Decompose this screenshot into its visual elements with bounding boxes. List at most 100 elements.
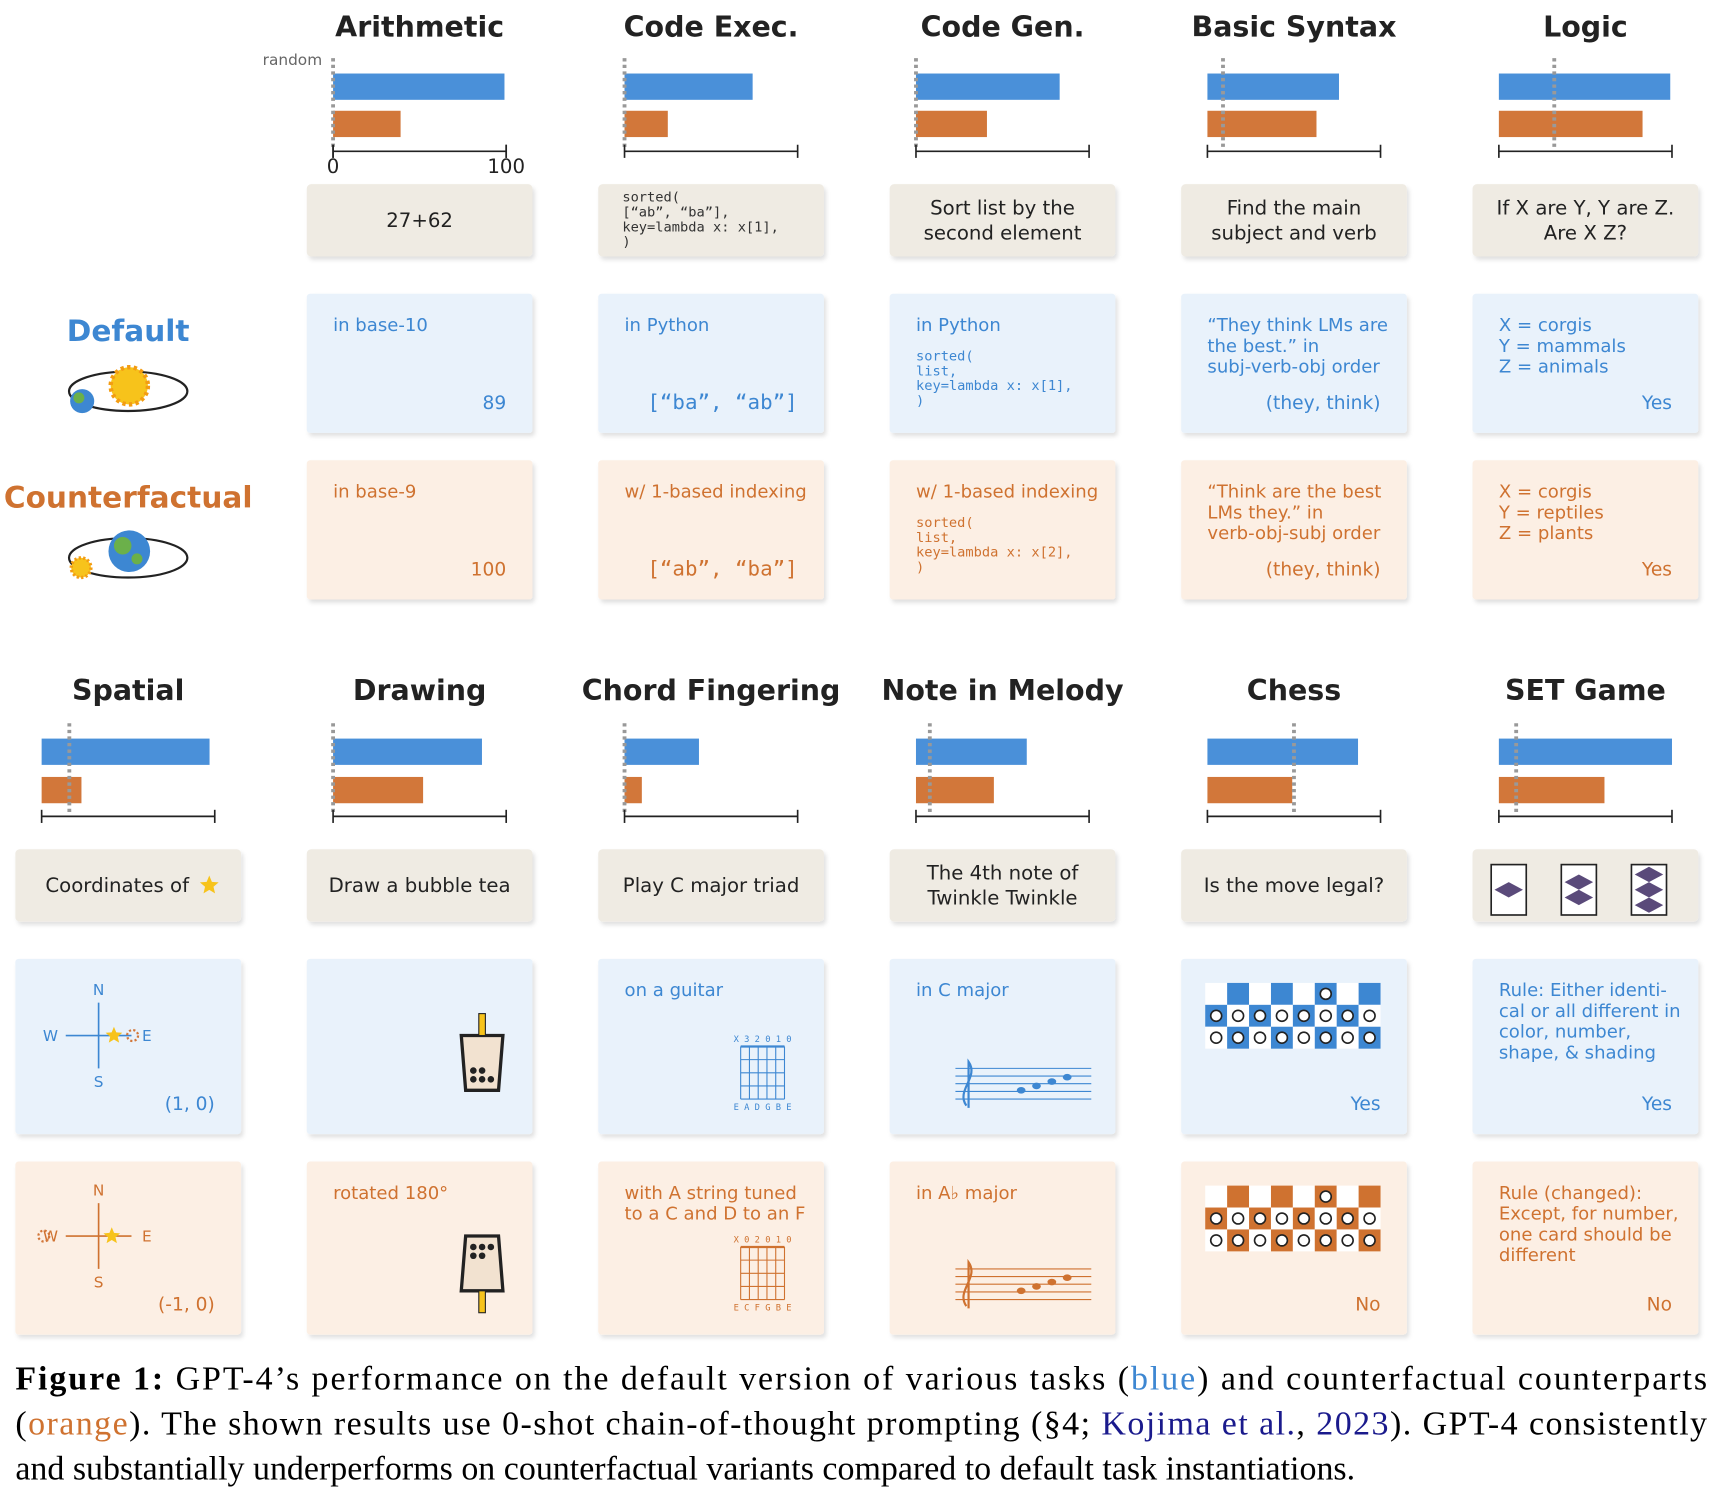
- guitar-strings: E C F G B E: [734, 1304, 792, 1314]
- bar: [333, 110, 401, 138]
- prompt-text: Are X Z?: [1544, 222, 1627, 245]
- answer-text: 100: [471, 559, 507, 580]
- prompt-text: The 4th note of: [926, 861, 1080, 884]
- bar: [915, 110, 987, 138]
- guitar-tab: X 3 2 0 1 0: [734, 1035, 792, 1045]
- chess-piece: [1231, 1009, 1245, 1023]
- chess-piece: [1363, 1234, 1376, 1247]
- prompt-box: [306, 184, 533, 257]
- answer-text: (they, think): [1266, 559, 1381, 580]
- prompt-box: [1472, 184, 1699, 257]
- task-title: Arithmetic: [335, 10, 504, 43]
- default-box: [889, 958, 1116, 1135]
- condition-text: in base-10: [333, 315, 428, 336]
- bar: [624, 738, 699, 765]
- prompt-box: [306, 849, 533, 922]
- compass-label: N: [93, 1181, 104, 1199]
- prompt-box: [889, 849, 1116, 922]
- condition-text: with A string tuned: [625, 1183, 797, 1204]
- answer-text: No: [1647, 1295, 1672, 1316]
- default-box: [15, 958, 242, 1135]
- chess-square: [1358, 982, 1381, 1005]
- answer-text: Yes: [1641, 1094, 1672, 1115]
- answer-text: [“ab”, “ba”]: [647, 556, 797, 580]
- task-title: Code Exec.: [624, 10, 799, 43]
- caption-segment: 2023: [1316, 1405, 1388, 1442]
- bubble: [487, 1076, 495, 1083]
- task-title: Note in Melody: [882, 674, 1124, 707]
- prompt-text: 27+62: [386, 209, 453, 232]
- code-text: ): [916, 560, 924, 576]
- chess-piece: [1209, 1009, 1223, 1023]
- note: [1062, 1073, 1072, 1081]
- answer-text: (1, 0): [165, 1094, 215, 1115]
- task-title: SET Game: [1505, 674, 1666, 707]
- default-box: [889, 293, 1116, 433]
- bar: [1498, 73, 1671, 100]
- chess-square: [1358, 1185, 1381, 1208]
- sun-icon: [37, 1229, 51, 1243]
- chess-piece: [1253, 1234, 1267, 1247]
- row-icon-counterfactual: [67, 530, 189, 580]
- set-diamond: [1564, 874, 1594, 890]
- chess-piece: [1231, 1212, 1245, 1225]
- condition-text: in Python: [625, 315, 710, 336]
- caption-segment: (: [15, 1405, 26, 1442]
- bar: [624, 110, 668, 138]
- default-box: [1181, 293, 1407, 433]
- condition-text: Y = mammals: [1498, 336, 1626, 357]
- chess-piece: [1209, 1031, 1223, 1045]
- condition-text: in base-9: [333, 482, 416, 503]
- star-icon: [199, 875, 219, 894]
- caption-segment: ) and counterfactual counterparts: [1197, 1360, 1707, 1397]
- condition-text: on a guitar: [625, 980, 724, 1001]
- answer-text: [“ba”, “ab”]: [647, 390, 797, 414]
- condition-text: verb-obj-subj order: [1207, 523, 1380, 544]
- bubble: [478, 1243, 486, 1251]
- condition-text: X = corgis: [1499, 315, 1592, 336]
- chess-square: [1249, 982, 1271, 1005]
- prompt-text: Find the main: [1227, 196, 1362, 219]
- bubble: [478, 1067, 486, 1074]
- counterfactual-box: [15, 1161, 242, 1335]
- prompt-code: [“ab”, “ba”],: [622, 205, 729, 221]
- code-text: key=lambda x: x[1],: [916, 378, 1073, 394]
- task-title: Code Gen.: [921, 10, 1085, 43]
- bar: [1207, 110, 1317, 138]
- prompt-box: [1181, 184, 1407, 257]
- condition-text: shape, & shading: [1499, 1043, 1656, 1064]
- bubble-tea-straw: [478, 1290, 486, 1314]
- task-title: Spatial: [72, 674, 184, 707]
- chess-piece: [1275, 1031, 1289, 1045]
- prompt-text: If X are Y, Y are Z.: [1497, 196, 1675, 219]
- answer-text: No: [1355, 1295, 1380, 1316]
- chess-piece: [1253, 1009, 1267, 1023]
- prompt-box: [598, 184, 824, 257]
- chess-square: [1205, 982, 1228, 1005]
- bubble: [470, 1067, 477, 1074]
- condition-text: in A♭ major: [916, 1183, 1018, 1204]
- task-title: Chess: [1247, 674, 1341, 707]
- condition-text: to a C and D to an F: [625, 1204, 806, 1225]
- set-diamond: [1494, 882, 1523, 898]
- chess-piece: [1341, 1234, 1354, 1247]
- chess-square: [1249, 1185, 1271, 1208]
- bar: [333, 73, 505, 100]
- row-icon-default: [67, 364, 189, 414]
- answer-text: Yes: [1349, 1094, 1380, 1115]
- chess-piece: [1253, 1212, 1267, 1225]
- chess-piece: [1297, 1212, 1311, 1225]
- chess-piece: [1209, 1234, 1223, 1247]
- prompt-text: Play C major triad: [623, 874, 800, 897]
- caption-line: (orange). The shown results use 0-shot c…: [15, 1405, 1707, 1442]
- condition-text: w/ 1-based indexing: [916, 482, 1098, 503]
- caption-segment: blue: [1131, 1360, 1195, 1397]
- prompt-box: [598, 849, 824, 922]
- counterfactual-box: [1472, 460, 1699, 600]
- condition-text: Rule: Either identi-: [1499, 980, 1667, 1001]
- counterfactual-box: [1472, 1161, 1699, 1335]
- condition-text: different: [1499, 1245, 1576, 1266]
- bar: [41, 738, 210, 765]
- star-icon: [103, 1227, 121, 1244]
